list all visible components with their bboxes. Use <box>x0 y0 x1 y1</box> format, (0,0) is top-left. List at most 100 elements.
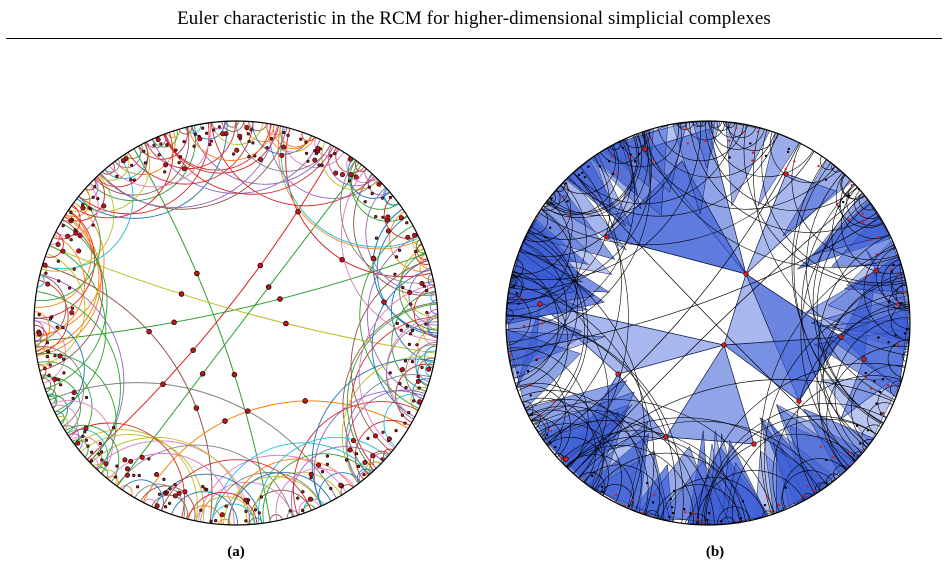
geodesic-edge <box>345 374 431 483</box>
vertex <box>563 456 569 462</box>
graph-node <box>162 477 166 482</box>
graph-node <box>329 154 333 158</box>
graph-node <box>305 151 309 155</box>
vertex <box>633 160 637 163</box>
edge-layer <box>33 120 439 526</box>
edge <box>578 472 606 496</box>
edge <box>573 192 863 474</box>
subfigure-label-b: (b) <box>705 544 725 560</box>
geodesic-edge <box>298 499 321 515</box>
vertex <box>866 274 869 278</box>
vertex <box>890 268 893 271</box>
vertex <box>743 271 749 277</box>
graph-node <box>58 383 63 387</box>
geodesic-edge <box>101 162 115 175</box>
edge <box>541 189 561 211</box>
vertex <box>887 341 890 344</box>
vertex <box>529 394 532 397</box>
edge <box>510 364 566 447</box>
graph-node <box>91 195 95 199</box>
vertex <box>546 433 549 437</box>
simplex-face <box>506 250 576 304</box>
graph-node <box>65 233 71 239</box>
graph-node <box>159 142 163 146</box>
vertex <box>515 292 518 295</box>
vertex <box>784 486 787 489</box>
node-layer <box>509 126 909 524</box>
vertex <box>793 160 796 163</box>
graph-node <box>222 418 228 424</box>
graph-node <box>154 503 160 509</box>
hyperbolic-disk-graph <box>33 120 439 526</box>
vertex <box>663 434 669 440</box>
geodesic-edge <box>252 471 342 525</box>
graph-node <box>234 147 240 153</box>
geodesic-edge <box>227 471 332 525</box>
graph-node <box>279 152 285 158</box>
vertex <box>847 218 850 221</box>
edge <box>511 274 609 479</box>
edge <box>770 131 840 184</box>
graph-node <box>348 172 354 178</box>
vertex <box>763 503 767 507</box>
geodesic-edge <box>49 230 60 245</box>
geodesic-edge <box>408 267 439 326</box>
graph-node <box>288 509 292 513</box>
edge <box>806 172 895 401</box>
geodesic-edge <box>291 446 384 517</box>
graph-node <box>132 178 136 182</box>
vertex <box>689 512 692 515</box>
edge <box>823 273 904 458</box>
edge <box>513 241 567 379</box>
graph-node <box>115 464 119 468</box>
graph-node <box>121 158 127 164</box>
simplex-face <box>665 344 755 445</box>
geodesic-edge <box>134 483 186 519</box>
geodesic-edge <box>35 196 101 302</box>
graph-node <box>182 140 186 144</box>
vertex <box>888 300 891 303</box>
geodesic-edge <box>186 505 223 525</box>
graph-node <box>374 236 379 240</box>
geodesic-edge <box>301 132 316 142</box>
graph-node <box>353 174 359 180</box>
edge <box>578 420 828 486</box>
vertex <box>873 380 876 383</box>
edge <box>549 122 682 216</box>
edge <box>559 430 746 522</box>
graph-node <box>129 178 133 182</box>
edge <box>554 453 565 464</box>
graph-node <box>376 181 382 187</box>
edge <box>599 484 634 511</box>
graph-node <box>410 329 415 333</box>
graph-node <box>178 291 185 297</box>
geodesic-edge <box>160 459 312 511</box>
geodesic-edge <box>68 187 91 212</box>
disk-boundary <box>33 120 439 526</box>
edge <box>692 121 704 127</box>
edge <box>696 470 805 525</box>
vertex <box>787 147 790 151</box>
edge <box>573 122 737 205</box>
geodesic-edge <box>36 290 121 463</box>
graph-node <box>244 519 248 523</box>
vertex <box>866 429 870 432</box>
simplex-face <box>686 474 730 525</box>
vertex <box>615 371 621 377</box>
geodesic-edge <box>36 279 69 355</box>
geodesic-edge <box>280 126 420 248</box>
edge <box>812 194 884 424</box>
graph-node <box>115 174 119 179</box>
graph-node <box>283 320 289 327</box>
graph-node <box>86 444 90 448</box>
graph-node <box>281 144 287 150</box>
vertex <box>549 429 553 433</box>
graph-node <box>417 386 421 390</box>
vertex <box>627 504 631 508</box>
vertex <box>553 406 557 409</box>
vertex <box>893 344 896 347</box>
graph-node <box>362 459 368 465</box>
vertex <box>610 155 614 158</box>
edge <box>867 402 893 435</box>
vertex <box>886 383 890 387</box>
